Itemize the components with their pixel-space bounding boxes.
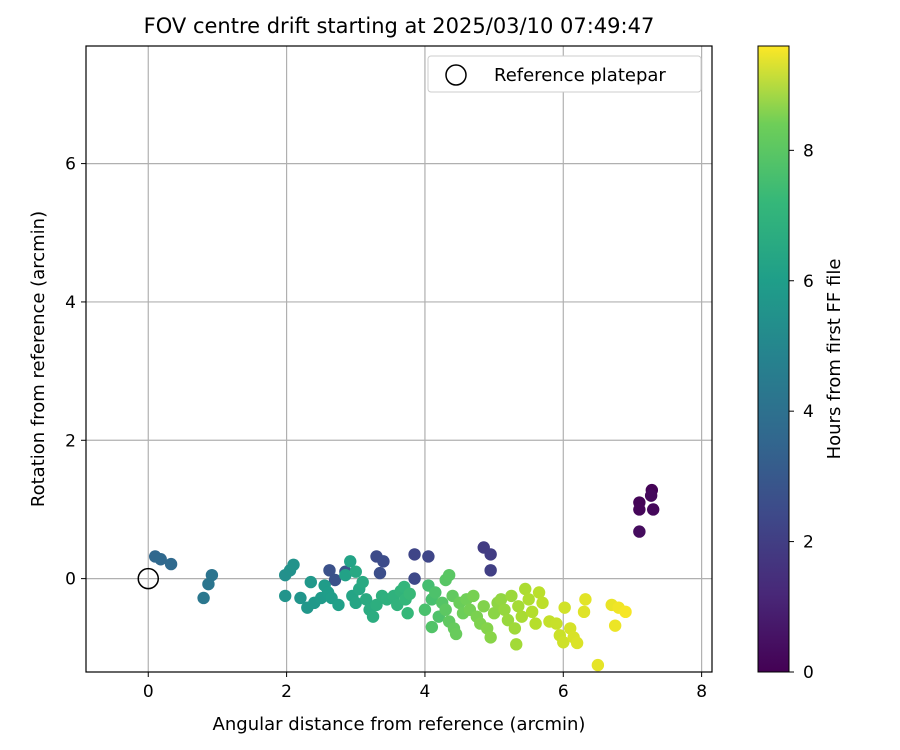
reference-platepar-marker — [137, 567, 160, 590]
colorbar-tick-label: 8 — [803, 141, 814, 161]
scatter-points — [148, 483, 660, 672]
y-tick-label: 4 — [65, 293, 76, 313]
colorbar: 0 2 4 6 8 Hours from first FF file — [757, 45, 845, 683]
data-point — [332, 598, 345, 612]
x-tick-label: 0 — [143, 682, 154, 702]
data-point — [442, 568, 456, 582]
data-point — [647, 503, 660, 516]
data-point — [633, 503, 646, 516]
x-axis-ticks: 0 2 4 6 8 — [143, 672, 707, 702]
data-point — [505, 589, 518, 603]
data-point — [401, 607, 414, 620]
data-point — [477, 600, 490, 613]
data-point — [356, 575, 369, 589]
grid — [86, 46, 712, 672]
data-point — [484, 631, 497, 644]
data-point — [344, 555, 357, 568]
data-point — [359, 593, 373, 606]
data-point — [522, 593, 535, 606]
x-tick-label: 4 — [420, 682, 431, 702]
data-point — [608, 619, 622, 632]
data-point — [403, 587, 416, 601]
data-point — [349, 596, 362, 610]
colorbar-tick-label: 0 — [803, 663, 814, 683]
y-axis-label: Rotation from reference (arcmin) — [28, 211, 49, 507]
data-point — [498, 603, 511, 616]
data-point — [558, 601, 571, 614]
data-point — [484, 548, 497, 561]
data-point — [579, 593, 592, 606]
legend: Reference platepar — [427, 55, 702, 93]
data-point — [294, 591, 307, 605]
x-tick-label: 8 — [696, 682, 707, 702]
x-tick-label: 6 — [558, 682, 569, 702]
colorbar-label: Hours from first FF file — [824, 259, 845, 460]
y-tick-label: 6 — [65, 155, 76, 175]
data-point — [408, 572, 421, 585]
colorbar-ticks: 0 2 4 6 8 — [789, 141, 814, 683]
data-point — [484, 564, 497, 577]
data-point — [449, 627, 463, 641]
legend-marker-icon — [445, 64, 467, 86]
data-point — [494, 593, 508, 606]
data-point — [370, 598, 383, 612]
colorbar-tick-label: 6 — [803, 272, 814, 292]
data-point — [570, 636, 584, 650]
data-point — [619, 605, 632, 619]
colorbar-tick-label: 4 — [803, 402, 814, 422]
data-point — [644, 489, 658, 502]
data-point — [287, 558, 300, 571]
data-point — [377, 555, 390, 568]
data-point — [366, 610, 380, 623]
legend-box — [427, 55, 702, 93]
data-point — [154, 553, 167, 566]
colorbar-tick-label: 2 — [803, 533, 814, 553]
data-point — [439, 603, 452, 616]
data-point — [591, 658, 605, 672]
data-point — [425, 620, 439, 634]
data-point — [202, 577, 215, 591]
data-point — [487, 607, 501, 620]
chart-title: FOV centre drift starting at 2025/03/10 … — [144, 14, 655, 38]
data-point — [373, 566, 387, 580]
data-point — [519, 582, 532, 596]
data-point — [323, 564, 336, 577]
x-axis-label: Angular distance from reference (arcmin) — [213, 714, 586, 735]
y-axis-ticks: 0 2 4 6 — [65, 155, 86, 590]
data-point — [328, 573, 342, 587]
y-tick-label: 2 — [65, 431, 76, 451]
plot-frame — [85, 45, 713, 673]
data-point — [467, 589, 480, 603]
reference-marker-group — [137, 567, 160, 590]
data-point — [418, 603, 432, 616]
data-point — [532, 586, 546, 599]
data-point — [525, 605, 539, 619]
data-point — [515, 610, 528, 623]
data-point — [508, 622, 522, 635]
y-tick-label: 0 — [65, 570, 76, 590]
data-point — [633, 525, 646, 538]
data-point — [510, 638, 523, 651]
data-point — [557, 636, 570, 649]
data-point — [422, 550, 435, 563]
legend-entry: Reference platepar — [494, 65, 666, 86]
data-point — [164, 557, 178, 571]
colorbar-gradient — [757, 45, 790, 673]
x-tick-label: 2 — [281, 682, 292, 702]
data-point — [512, 600, 525, 613]
data-point — [536, 596, 549, 610]
data-point — [304, 575, 318, 589]
data-point — [529, 617, 542, 630]
data-point — [577, 605, 591, 619]
data-point — [550, 617, 563, 630]
data-point — [349, 565, 362, 578]
data-point — [429, 586, 442, 599]
data-point — [501, 613, 515, 627]
data-point — [408, 548, 421, 561]
data-point — [339, 568, 352, 582]
data-point — [279, 589, 292, 603]
data-point — [197, 591, 210, 605]
